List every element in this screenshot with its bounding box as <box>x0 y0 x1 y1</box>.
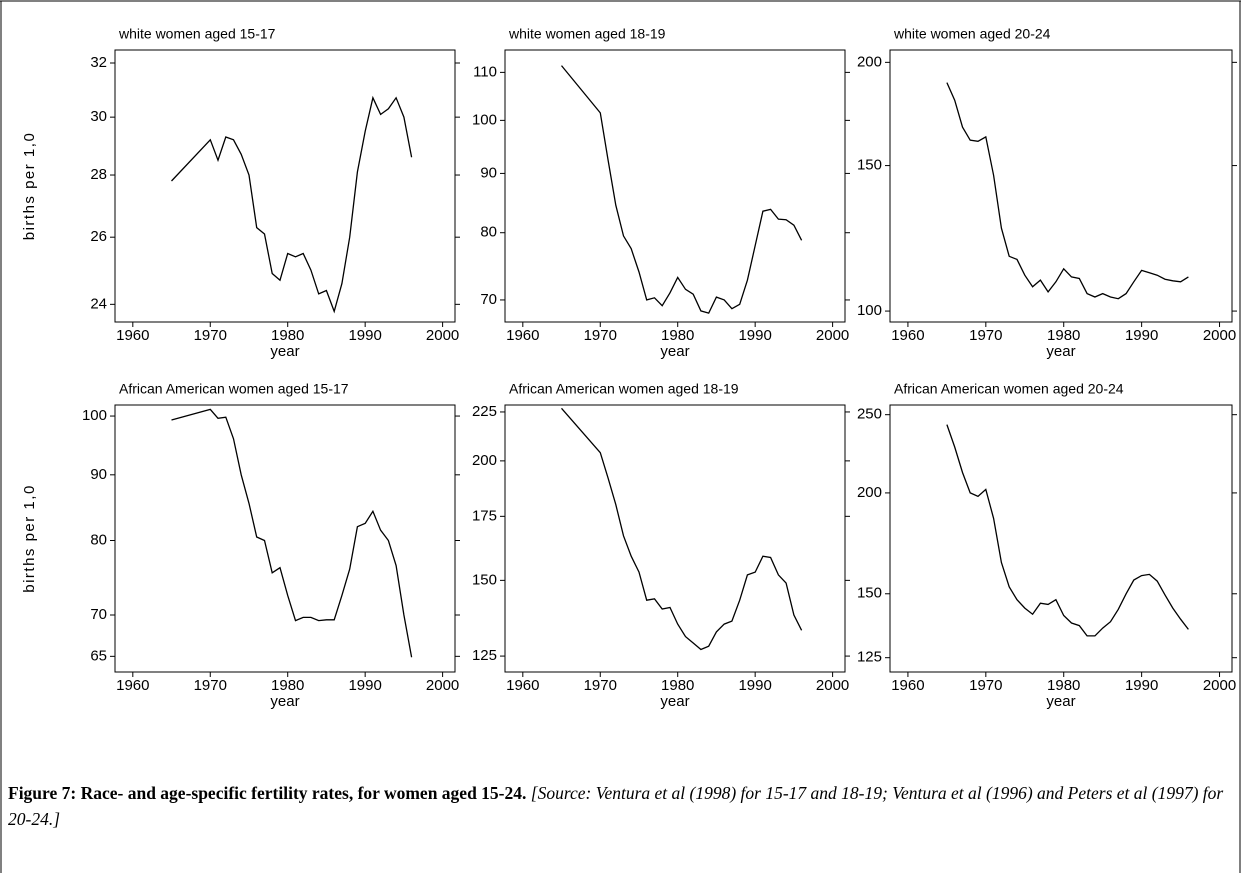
y-tick-label: 70 <box>480 291 497 308</box>
x-tick-label: 1990 <box>348 327 381 344</box>
x-axis-label: year <box>1046 343 1075 360</box>
x-axis-label: year <box>660 343 689 360</box>
panel-title: African American women aged 18-19 <box>509 381 739 397</box>
y-tick-label: 65 <box>90 647 107 664</box>
panel-title: white women aged 20-24 <box>893 26 1051 42</box>
x-tick-label: 2000 <box>1203 327 1236 344</box>
y-tick-label: 28 <box>90 166 107 183</box>
x-axis-label: year <box>1046 693 1075 710</box>
x-tick-label: 1970 <box>194 327 227 344</box>
y-tick-label: 150 <box>472 571 497 588</box>
data-line <box>946 424 1189 637</box>
x-tick-label: 1980 <box>271 327 304 344</box>
y-tick-label: 110 <box>473 63 497 80</box>
x-tick-label: 2000 <box>1203 677 1236 694</box>
x-tick-label: 1970 <box>969 327 1002 344</box>
y-tick-label: 200 <box>472 452 497 469</box>
y-tick-label: 100 <box>472 111 497 128</box>
x-tick-label: 1980 <box>1047 677 1080 694</box>
x-axis-label: year <box>660 693 689 710</box>
caption-label: Figure 7: Race- and age-specific fertili… <box>8 783 527 803</box>
x-tick-label: 1960 <box>116 327 149 344</box>
x-tick-label: 1960 <box>891 677 924 694</box>
x-tick-label: 1980 <box>661 327 694 344</box>
x-tick-label: 1990 <box>1125 327 1158 344</box>
y-tick-label: 125 <box>472 647 497 664</box>
x-tick-label: 2000 <box>426 677 459 694</box>
x-tick-label: 1960 <box>506 327 539 344</box>
y-axis-label: births per 1,0 <box>21 132 38 241</box>
y-tick-label: 90 <box>90 466 107 483</box>
y-tick-label: 32 <box>90 54 107 71</box>
x-tick-label: 1990 <box>738 327 771 344</box>
y-tick-label: 30 <box>90 108 107 125</box>
x-tick-label: 1970 <box>584 677 617 694</box>
x-tick-label: 1970 <box>584 327 617 344</box>
y-tick-label: 200 <box>857 484 882 501</box>
y-tick-label: 175 <box>472 507 497 524</box>
x-tick-label: 1960 <box>506 677 539 694</box>
panel-title: African American women aged 20-24 <box>894 381 1124 397</box>
panel-title: African American women aged 15-17 <box>119 381 349 397</box>
x-tick-label: 2000 <box>816 327 849 344</box>
x-axis-label: year <box>270 343 299 360</box>
y-tick-label: 80 <box>90 531 107 548</box>
plot-frame <box>114 49 456 323</box>
data-line <box>171 408 413 658</box>
data-line <box>560 65 803 314</box>
y-tick-label: 125 <box>857 649 882 666</box>
plot-frame <box>504 49 846 323</box>
data-line <box>561 407 803 651</box>
caption: Figure 7: Race- and age-specific fertili… <box>8 780 1233 832</box>
x-tick-label: 1970 <box>969 677 1002 694</box>
plot-frame <box>889 404 1233 673</box>
data-line <box>171 95 413 314</box>
x-tick-label: 1990 <box>738 677 771 694</box>
y-tick-label: 150 <box>857 585 882 602</box>
data-line <box>946 82 1189 300</box>
x-tick-label: 1970 <box>194 677 227 694</box>
plot-frame <box>114 404 456 673</box>
y-tick-label: 100 <box>82 407 107 424</box>
x-tick-label: 2000 <box>816 677 849 694</box>
x-tick-label: 1990 <box>1125 677 1158 694</box>
y-tick-label: 100 <box>857 302 882 319</box>
y-tick-label: 70 <box>90 606 107 623</box>
panel-title: white women aged 18-19 <box>508 26 666 42</box>
x-tick-label: 1960 <box>116 677 149 694</box>
panel-title: white women aged 15-17 <box>118 26 276 42</box>
caption-source: [Source: Ventura et al (1998) for 15-17 … <box>8 783 1224 829</box>
x-tick-label: 1960 <box>891 327 924 344</box>
y-tick-label: 26 <box>90 228 107 245</box>
y-tick-label: 250 <box>857 406 882 423</box>
x-tick-label: 1980 <box>1047 327 1080 344</box>
x-tick-label: 2000 <box>426 327 459 344</box>
plot-frame <box>504 404 846 673</box>
y-tick-label: 80 <box>480 224 497 241</box>
y-axis-label: births per 1,0 <box>21 484 38 593</box>
y-tick-label: 200 <box>857 53 882 70</box>
y-tick-label: 225 <box>472 403 497 420</box>
x-tick-label: 1990 <box>348 677 381 694</box>
y-tick-label: 90 <box>480 164 497 181</box>
y-tick-label: 150 <box>857 157 882 174</box>
plot-frame <box>889 49 1233 323</box>
x-tick-label: 1980 <box>661 677 694 694</box>
y-tick-label: 24 <box>90 295 107 312</box>
x-tick-label: 1980 <box>271 677 304 694</box>
x-axis-label: year <box>270 693 299 710</box>
